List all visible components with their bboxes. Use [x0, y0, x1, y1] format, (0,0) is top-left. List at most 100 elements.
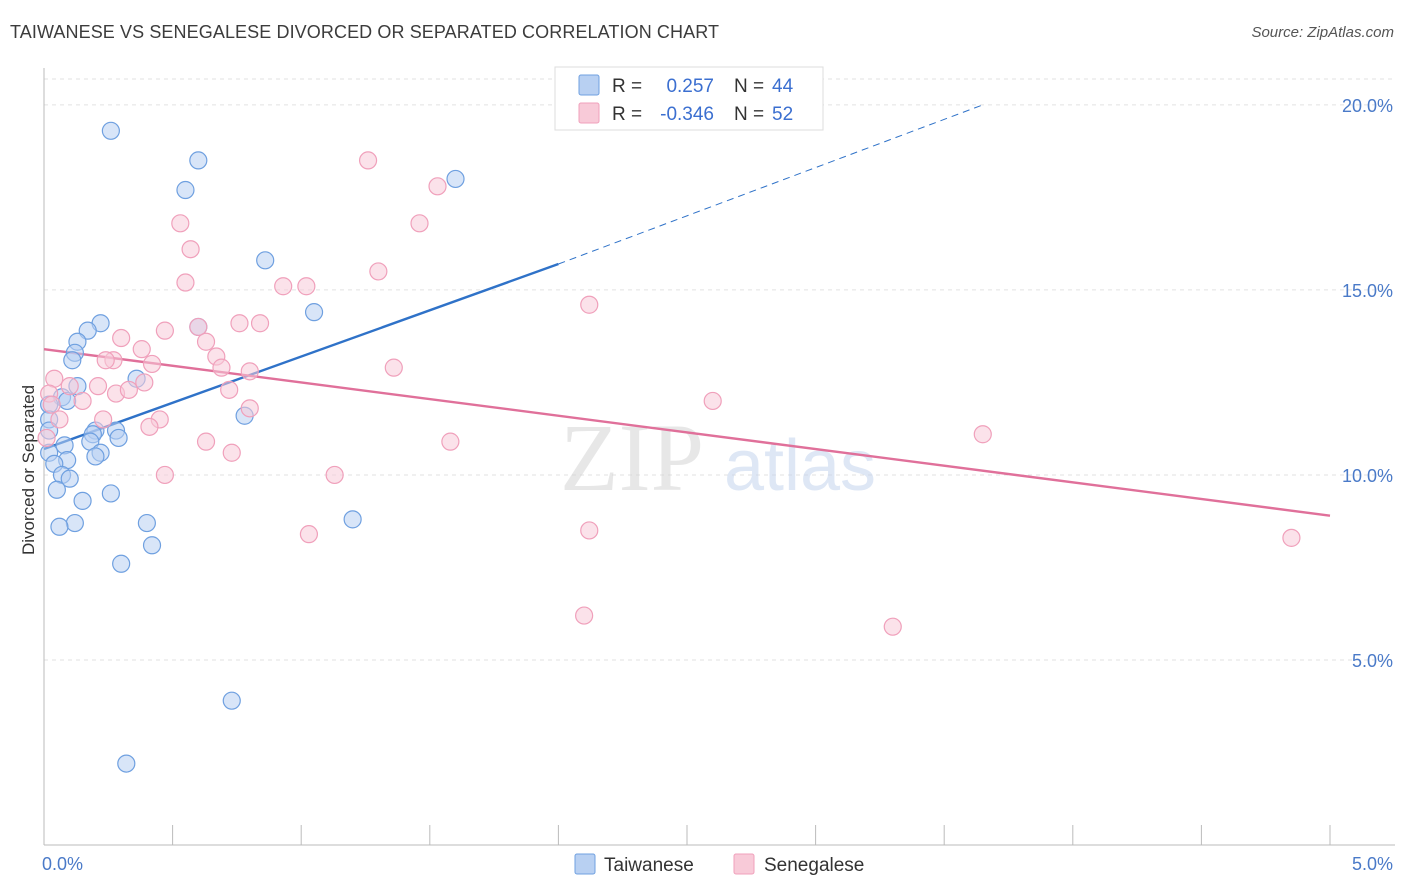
point-taiwanese-11: [63, 351, 82, 370]
point-senegalese-22: [384, 358, 403, 377]
point-senegalese-41: [196, 432, 216, 451]
point-senegalese-43: [222, 443, 241, 462]
legend-r-label-2: R =: [612, 104, 642, 125]
data-points: [37, 121, 1301, 773]
legend-n-label-2: N =: [734, 104, 764, 125]
point-senegalese-7: [274, 277, 293, 296]
point-senegalese-14: [112, 328, 131, 348]
point-taiwanese-5: [304, 303, 324, 322]
point-senegalese-47: [580, 521, 599, 540]
legend-n-value-1: 44: [772, 76, 794, 97]
point-taiwanese-22: [109, 428, 128, 448]
point-senegalese-32: [73, 391, 92, 411]
legend-r-label-1: R =: [612, 76, 642, 97]
point-taiwanese-2: [446, 169, 465, 189]
watermark-atlas: atlas: [724, 426, 876, 506]
point-senegalese-34: [703, 391, 722, 411]
point-senegalese-51: [883, 617, 902, 636]
point-senegalese-0: [358, 151, 378, 170]
point-taiwanese-3: [176, 180, 195, 200]
legend-swatch-taiwanese: [578, 74, 600, 96]
point-taiwanese-4: [256, 251, 275, 270]
point-senegalese-39: [140, 417, 159, 436]
point-senegalese-19: [96, 351, 115, 370]
point-taiwanese-39: [142, 536, 162, 555]
x-tick-labels: 0.0% 5.0%: [42, 854, 1393, 874]
legend-n-label-1: N =: [734, 76, 764, 97]
point-senegalese-49: [1282, 528, 1301, 547]
watermark: ZIP atlas: [560, 404, 876, 511]
point-senegalese-12: [189, 317, 208, 337]
point-taiwanese-15: [58, 391, 77, 411]
point-senegalese-45: [325, 465, 344, 485]
chart-title: TAIWANESE VS SENEGALESE DIVORCED OR SEPA…: [10, 22, 720, 42]
y-tick-label-3: 20.0%: [1342, 96, 1393, 116]
point-senegalese-48: [299, 525, 319, 544]
watermark-zip: ZIP: [560, 404, 704, 511]
point-taiwanese-37: [137, 513, 156, 533]
point-senegalese-9: [580, 295, 599, 314]
point-taiwanese-38: [343, 510, 362, 529]
point-senegalese-8: [297, 277, 316, 296]
point-senegalese-21: [212, 358, 231, 377]
point-senegalese-25: [135, 373, 154, 392]
trend-line-taiwanese: [43, 262, 559, 451]
point-senegalese-6: [176, 273, 195, 292]
point-senegalese-4: [181, 240, 200, 259]
trend-line-senegalese: [43, 347, 1331, 517]
point-senegalese-42: [441, 432, 460, 451]
bottom-legend-swatch-senegalese: [733, 853, 755, 875]
legend-top: R = 0.257 N = 44 R = -0.346 N = 52: [554, 66, 824, 131]
legend-bottom: Taiwanese Senegalese: [574, 853, 864, 876]
point-senegalese-35: [240, 399, 259, 418]
legend-n-value-2: 52: [772, 104, 793, 125]
point-senegalese-13: [155, 321, 174, 340]
y-tick-label-2: 15.0%: [1342, 281, 1393, 301]
point-senegalese-2: [171, 214, 190, 233]
axes: [43, 68, 1395, 846]
point-senegalese-26: [88, 377, 108, 396]
point-senegalese-33: [42, 395, 61, 414]
point-taiwanese-41: [222, 691, 241, 710]
point-taiwanese-34: [73, 491, 92, 510]
legend-r-value-2: -0.346: [660, 104, 714, 125]
trend-lines: [43, 104, 1331, 517]
point-senegalese-20: [142, 354, 162, 374]
point-senegalese-37: [94, 410, 113, 429]
point-senegalese-27: [60, 377, 79, 396]
point-taiwanese-35: [65, 513, 84, 533]
point-taiwanese-27: [86, 447, 105, 466]
legend-box: [554, 66, 824, 131]
y-tick-label-0: 5.0%: [1352, 651, 1393, 671]
point-taiwanese-1: [189, 151, 208, 170]
point-taiwanese-42: [117, 754, 136, 773]
x-tick-label-1: 5.0%: [1352, 854, 1393, 874]
bottom-legend-label-taiwanese: Taiwanese: [604, 855, 694, 876]
x-tick-label-0: 0.0%: [42, 854, 83, 874]
point-senegalese-30: [119, 380, 138, 399]
point-taiwanese-32: [47, 480, 66, 499]
point-senegalese-40: [973, 425, 992, 444]
point-senegalese-1: [428, 177, 447, 196]
y-tick-label-1: 10.0%: [1342, 466, 1393, 486]
point-taiwanese-36: [50, 517, 69, 536]
point-senegalese-5: [369, 262, 388, 281]
point-senegalese-28: [220, 380, 239, 399]
point-senegalese-10: [250, 314, 270, 333]
point-senegalese-50: [575, 606, 594, 625]
bottom-legend-label-senegalese: Senegalese: [764, 855, 864, 876]
source-label: Source: ZipAtlas.com: [1251, 24, 1394, 41]
trend-line-extension-taiwanese: [558, 104, 983, 265]
point-senegalese-11: [230, 314, 249, 333]
y-tick-labels: 5.0% 10.0% 15.0% 20.0%: [1342, 96, 1393, 671]
bottom-legend-swatch-taiwanese: [574, 853, 596, 875]
point-senegalese-16: [132, 340, 151, 359]
point-senegalese-46: [37, 428, 56, 448]
point-senegalese-44: [155, 465, 174, 485]
point-taiwanese-0: [101, 121, 120, 140]
point-taiwanese-24: [55, 436, 74, 455]
point-taiwanese-33: [101, 484, 120, 503]
y-axis-label: Divorced or Separated: [19, 385, 38, 555]
legend-swatch-senegalese: [578, 102, 600, 124]
